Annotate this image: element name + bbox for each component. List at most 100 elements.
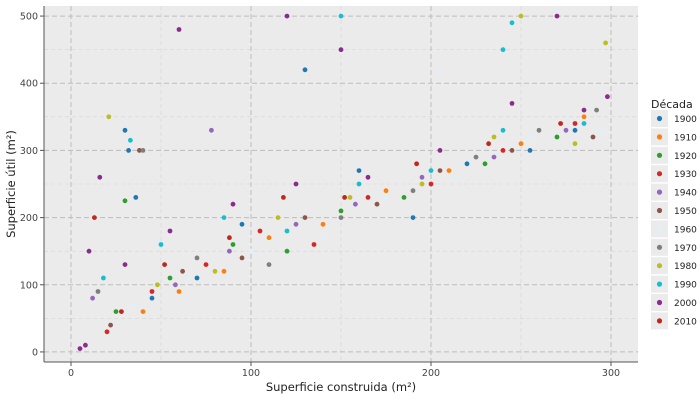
y-tick-label: 0 xyxy=(32,347,38,358)
data-point xyxy=(437,67,443,73)
data-point xyxy=(599,127,605,133)
data-point xyxy=(347,195,353,200)
data-point xyxy=(365,174,371,180)
data-point xyxy=(203,262,209,267)
legend-item: 1930 xyxy=(651,165,697,183)
data-point xyxy=(86,248,92,254)
data-point xyxy=(194,255,200,261)
y-tick-label: 400 xyxy=(20,79,38,90)
data-point xyxy=(527,148,533,153)
data-point xyxy=(113,309,119,314)
data-point xyxy=(284,13,290,19)
y-tick-label: 300 xyxy=(20,146,38,157)
legend-item: 2010 xyxy=(651,312,697,330)
legend-marker xyxy=(656,299,663,306)
data-point xyxy=(106,114,112,120)
data-point xyxy=(356,181,362,187)
data-point xyxy=(122,262,128,267)
data-point xyxy=(212,268,218,274)
data-point xyxy=(127,137,133,143)
legend-item: 1950 xyxy=(651,202,697,219)
x-tick-label: 200 xyxy=(422,368,440,379)
legend-label: 1910 xyxy=(674,133,697,143)
grid-lines xyxy=(44,6,638,362)
data-point xyxy=(162,262,168,267)
data-point xyxy=(257,228,263,234)
data-point xyxy=(338,13,344,19)
data-point xyxy=(572,121,578,126)
legend-label: 1920 xyxy=(674,152,697,162)
data-point xyxy=(119,309,124,314)
legend-item: 1910 xyxy=(651,128,697,146)
data-point xyxy=(437,148,443,153)
legend-marker xyxy=(656,171,663,177)
data-points xyxy=(77,13,610,351)
data-point xyxy=(320,221,326,227)
data-point xyxy=(137,148,142,153)
data-point xyxy=(101,275,106,281)
data-point xyxy=(311,242,317,247)
data-point xyxy=(302,67,308,73)
legend-label: 2010 xyxy=(674,317,697,327)
data-point xyxy=(401,195,407,200)
data-point xyxy=(281,195,286,200)
data-point xyxy=(572,127,578,133)
data-point xyxy=(590,134,596,140)
data-point xyxy=(594,107,599,113)
data-point xyxy=(158,242,164,247)
data-point xyxy=(248,248,254,254)
data-point xyxy=(149,295,155,301)
data-point xyxy=(509,101,515,106)
data-point xyxy=(83,342,88,348)
data-point xyxy=(302,215,308,221)
legend-label: 1930 xyxy=(674,170,697,180)
legend-label: 1960 xyxy=(674,225,697,235)
legend-label: 1940 xyxy=(674,189,697,199)
data-point xyxy=(338,215,344,221)
legend-item: 1920 xyxy=(651,146,697,164)
data-point xyxy=(464,161,470,167)
data-point xyxy=(482,161,488,167)
data-point xyxy=(536,127,542,133)
x-tick-label: 100 xyxy=(242,368,260,379)
data-point xyxy=(338,208,344,214)
legend-item: 1990 xyxy=(651,275,697,293)
data-point xyxy=(353,201,358,207)
x-tick-label: 0 xyxy=(68,368,74,379)
data-point xyxy=(374,201,380,207)
data-point xyxy=(133,195,139,200)
legend-marker xyxy=(656,207,663,214)
y-tick-label: 100 xyxy=(20,280,38,291)
data-point xyxy=(509,20,515,26)
data-point xyxy=(428,181,434,187)
data-point xyxy=(95,289,101,294)
legend-item: 1960 xyxy=(651,220,697,238)
legend: Década 1900 1910 1920 1930 1940 1950 1960 1970 1… xyxy=(651,98,697,330)
x-tick-label: 300 xyxy=(602,368,620,379)
y-tick-label: 200 xyxy=(20,213,38,224)
data-point xyxy=(356,168,362,174)
data-point xyxy=(180,268,186,274)
data-point xyxy=(140,309,146,314)
legend-marker xyxy=(656,226,663,232)
data-point xyxy=(491,134,497,140)
data-point xyxy=(284,248,290,254)
data-point xyxy=(518,141,524,147)
data-point xyxy=(410,188,416,194)
legend-marker xyxy=(656,189,663,195)
y-tick-label: 500 xyxy=(20,12,38,23)
data-point xyxy=(455,174,461,180)
legend-item: 1980 xyxy=(651,257,697,275)
data-point xyxy=(383,195,389,200)
data-point xyxy=(383,188,389,194)
data-point xyxy=(92,215,97,221)
legend-marker xyxy=(656,244,663,250)
data-point xyxy=(122,198,128,204)
data-point xyxy=(275,215,281,221)
data-point xyxy=(104,329,110,335)
legend-marker xyxy=(656,134,663,140)
legend-marker xyxy=(656,115,663,122)
data-point xyxy=(266,262,272,267)
data-point xyxy=(221,215,227,221)
